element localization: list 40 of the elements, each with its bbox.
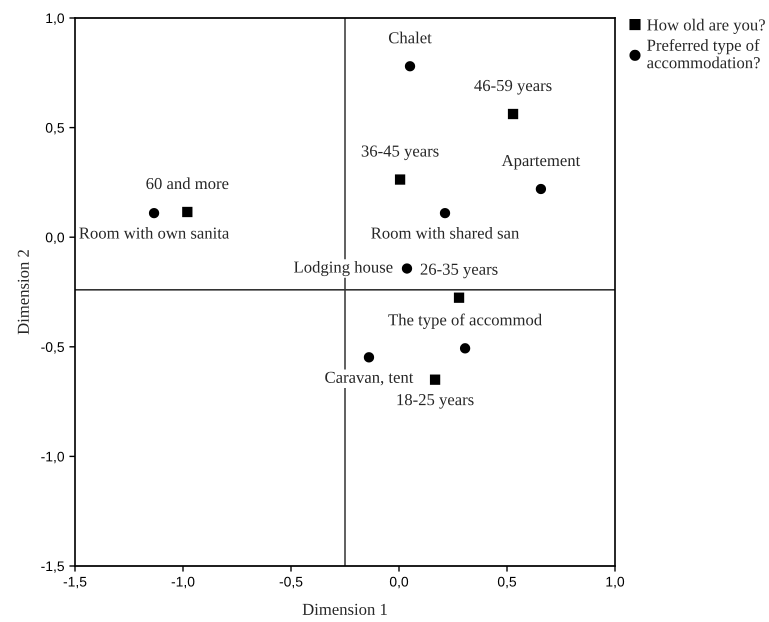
point	[182, 206, 192, 218]
annotation: Chalet	[388, 32, 432, 44]
annotation: 26-35 years	[420, 264, 498, 278]
point	[364, 352, 374, 362]
x-tick-label: 0,0	[390, 576, 408, 588]
point	[440, 208, 450, 218]
point	[402, 263, 412, 274]
annotation: The type of accommod	[388, 314, 542, 329]
x-tick-label: 0,5	[498, 576, 516, 588]
annotation: Lodging house	[294, 260, 393, 276]
legend-label: How old are you?	[647, 18, 765, 34]
point	[454, 292, 464, 303]
x-tick-label: -1,5	[64, 576, 86, 588]
annotation: 46-59 years	[474, 80, 552, 95]
point	[460, 343, 470, 354]
annotation: 18-25 years	[397, 394, 474, 409]
annotation: 36-45 years	[362, 145, 439, 160]
point	[404, 61, 416, 72]
x-tick-label: 1,0	[606, 576, 624, 588]
y-axis-title: Dimension 2	[18, 250, 29, 334]
x-tick-label: -0,5	[280, 576, 302, 588]
point	[148, 208, 160, 218]
annotation: Caravan, tent	[325, 372, 414, 386]
legend-label: Preferred type of accommodation?	[647, 38, 760, 68]
annotation: 60 and more	[146, 177, 228, 190]
y-tick-label: -0,5	[41, 342, 64, 354]
point	[508, 108, 518, 120]
y-tick-label: 0,0	[46, 232, 64, 244]
y-tick-label: -1,5	[41, 561, 64, 573]
point	[536, 184, 546, 194]
point	[394, 174, 406, 185]
annotation: Room with shared san	[371, 226, 520, 239]
y-tick-label: 1,0	[46, 13, 64, 25]
x-axis-title: Dimension 1	[302, 604, 387, 615]
x-tick-label: -1,0	[172, 576, 194, 588]
annotation: Room with own sanita	[79, 226, 230, 239]
point	[430, 374, 440, 385]
annotation: Apartement	[502, 154, 580, 170]
y-tick-label: -1,0	[41, 452, 64, 464]
y-tick-label: 0,5	[46, 122, 64, 134]
